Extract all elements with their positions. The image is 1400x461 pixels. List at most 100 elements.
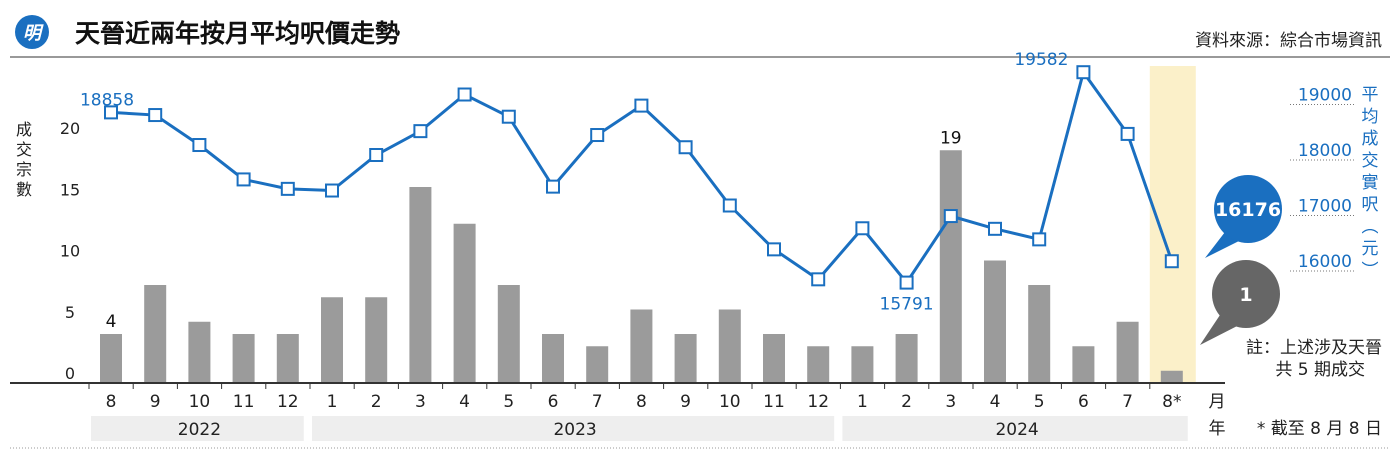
month-label: 12: [807, 392, 829, 412]
year-band: [842, 416, 1188, 441]
month-label: 8: [106, 392, 117, 412]
price-callout-text: 16176: [1215, 199, 1281, 221]
note: 註：上述涉及天晉: [1246, 338, 1382, 358]
price-point: [678, 140, 693, 155]
bar: [674, 334, 697, 383]
month-unit: 月: [1209, 392, 1226, 412]
right-axis-label: 均: [1362, 107, 1379, 127]
bar: [232, 334, 255, 383]
price-point: [767, 242, 781, 257]
left-axis-label: 成交宗數: [13, 121, 32, 201]
month-label: 4: [459, 392, 470, 412]
month-label: 8*: [1162, 392, 1181, 412]
price-point: [943, 209, 958, 224]
price-callout: [1214, 175, 1282, 243]
right-axis-label: ︶: [1362, 261, 1379, 281]
left-tick-label: 15: [60, 180, 80, 199]
count-callout: [1212, 260, 1280, 328]
price-point: [722, 198, 737, 213]
left-tick-label: 10: [60, 242, 80, 261]
month-label: 7: [1122, 392, 1133, 412]
month-label: 5: [503, 392, 514, 412]
bar: [542, 334, 564, 383]
price-point: [501, 109, 516, 124]
right-axis-label: 元: [1362, 239, 1379, 259]
year-band: [312, 416, 835, 441]
data-label: 19: [940, 128, 962, 148]
bar: [586, 346, 609, 383]
count-callout-text: 1: [1239, 284, 1252, 306]
bar: [807, 346, 830, 383]
month-label: 2: [901, 392, 912, 412]
right-tick-label: 18000: [1298, 141, 1352, 161]
price-point: [590, 128, 605, 143]
month-label: 10: [719, 392, 741, 412]
right-tick-label: 17000: [1298, 197, 1352, 217]
right-tick-label: 19000: [1298, 86, 1352, 106]
bar: [939, 150, 962, 383]
month-label: 6: [548, 392, 559, 412]
bar: [1116, 321, 1139, 383]
price-point: [413, 124, 428, 139]
data-label: 19582: [1014, 50, 1068, 70]
logo-icon: [15, 15, 49, 49]
right-axis-label: 交: [1362, 151, 1379, 171]
footnote: * 截至 8 月 8 日: [1257, 419, 1382, 439]
month-label: 12: [277, 392, 299, 412]
bar: [497, 285, 520, 383]
month-label: 4: [990, 392, 1001, 412]
price-point: [280, 181, 295, 196]
left-tick-label: 20: [60, 119, 80, 138]
right-axis-label: ︵: [1362, 217, 1379, 237]
month-label: 9: [680, 392, 691, 412]
price-point: [1032, 232, 1047, 247]
note2: 共 5 期成交: [1275, 360, 1365, 380]
month-label: 5: [1034, 392, 1045, 412]
month-label: 10: [189, 392, 211, 412]
month-label: 7: [592, 392, 603, 412]
month-label: 2: [371, 392, 382, 412]
logo-text: 明: [23, 23, 44, 44]
bar: [100, 334, 122, 383]
bar: [851, 346, 874, 383]
price-point: [1164, 254, 1179, 269]
year-label: 2023: [553, 420, 596, 440]
month-label: 1: [327, 392, 338, 412]
right-axis-label: 呎: [1362, 195, 1379, 215]
right-axis-label: 實: [1362, 173, 1379, 193]
price-point: [634, 98, 649, 113]
price-point: [1120, 126, 1135, 141]
price-point: [148, 108, 163, 123]
right-axis-label: 成: [1362, 129, 1379, 149]
price-point: [855, 221, 870, 236]
price-point: [899, 275, 914, 290]
highlight-band: [1149, 66, 1196, 384]
bar: [895, 334, 918, 383]
month-label: 3: [945, 392, 956, 412]
price-point: [1076, 65, 1091, 80]
price-point: [236, 172, 251, 187]
page-title: 天晉近兩年按月平均呎價走勢: [75, 19, 400, 48]
bar: [321, 297, 343, 383]
data-label: 4: [106, 312, 117, 332]
month-label: 1: [857, 392, 868, 412]
month-label: 3: [415, 392, 426, 412]
bar: [276, 334, 299, 383]
month-label: 8: [636, 392, 647, 412]
price-point: [546, 179, 560, 194]
month-label: 11: [763, 392, 785, 412]
left-tick-label: 5: [65, 303, 75, 322]
year-label: 2024: [995, 420, 1038, 440]
price-point: [192, 138, 207, 153]
bar: [984, 260, 1006, 383]
bar: [1028, 285, 1051, 383]
bar: [188, 321, 211, 383]
bar: [1160, 370, 1183, 383]
left-tick-label: 0: [65, 364, 75, 383]
bar: [409, 187, 432, 383]
price-point: [811, 272, 826, 287]
year-band: [91, 416, 304, 441]
bar: [763, 334, 785, 383]
